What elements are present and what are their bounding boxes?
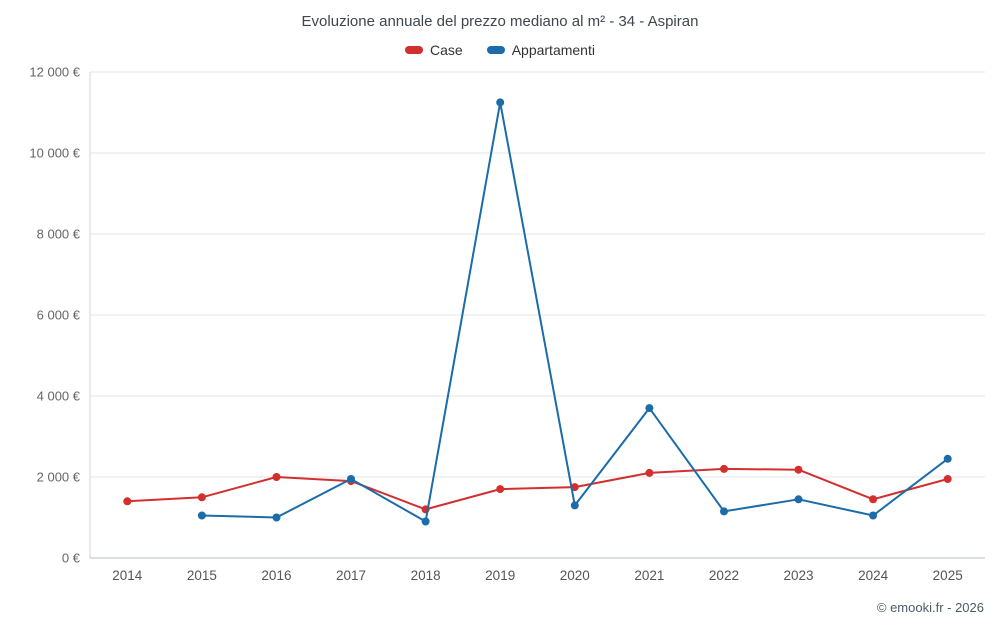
marker-appartamenti[interactable]	[421, 517, 430, 526]
x-tick-label: 2016	[261, 568, 291, 583]
marker-appartamenti[interactable]	[794, 495, 803, 504]
x-tick-label: 2022	[709, 568, 739, 583]
legend-label-appartamenti: Appartamenti	[511, 42, 595, 58]
marker-case[interactable]	[272, 473, 281, 481]
marker-case[interactable]	[570, 483, 579, 492]
legend-item-appartamenti[interactable]: Appartamenti	[486, 42, 595, 58]
marker-appartamenti[interactable]	[943, 454, 952, 463]
y-tick-label: 4 000 €	[37, 389, 81, 404]
legend-item-case[interactable]: Case	[405, 42, 463, 58]
marker-case[interactable]	[943, 475, 952, 483]
chart-title: Evoluzione annuale del prezzo mediano al…	[301, 13, 699, 30]
y-tick-label: 12 000 €	[29, 65, 80, 80]
x-tick-label: 2023	[784, 568, 814, 583]
y-tick-label: 2 000 €	[37, 470, 81, 485]
marker-appartamenti[interactable]	[197, 511, 206, 520]
marker-case[interactable]	[720, 464, 728, 473]
x-tick-label: 2019	[485, 568, 515, 583]
y-tick-label: 10 000 €	[29, 146, 80, 161]
marker-case[interactable]	[197, 493, 206, 502]
marker-appartamenti[interactable]	[496, 98, 505, 107]
series-line-appartamenti	[201, 101, 949, 523]
y-tick-label: 0 €	[62, 551, 81, 566]
series-line-case	[127, 467, 948, 511]
appartamenti-series-swatch-icon	[486, 46, 505, 54]
marker-appartamenti[interactable]	[570, 501, 579, 510]
marker-appartamenti[interactable]	[272, 513, 281, 522]
x-tick-label: 2024	[858, 568, 889, 583]
marker-case[interactable]	[496, 485, 505, 494]
x-tick-label: 2014	[112, 568, 143, 583]
marker-appartamenti[interactable]	[347, 475, 355, 483]
x-tick-label: 2021	[634, 568, 664, 583]
x-tick-label: 2020	[560, 568, 590, 583]
legend-label-case: Case	[430, 42, 463, 58]
case-series-swatch-icon	[405, 46, 424, 54]
marker-case[interactable]	[123, 497, 132, 506]
marker-case[interactable]	[794, 465, 803, 474]
x-tick-label: 2025	[933, 568, 963, 583]
copyright-footer: © emooki.fr - 2026	[876, 600, 984, 615]
marker-case[interactable]	[869, 495, 878, 504]
chart-legend: Case Appartamenti	[0, 42, 1000, 58]
y-tick-label: 6 000 €	[37, 308, 81, 323]
marker-appartamenti[interactable]	[869, 511, 878, 520]
x-tick-label: 2018	[411, 568, 441, 583]
x-tick-label: 2015	[187, 568, 217, 583]
marker-case[interactable]	[645, 468, 654, 477]
marker-appartamenti[interactable]	[720, 507, 728, 516]
marker-appartamenti[interactable]	[645, 404, 654, 413]
x-tick-label: 2017	[336, 568, 366, 583]
y-tick-label: 8 000 €	[37, 227, 81, 242]
